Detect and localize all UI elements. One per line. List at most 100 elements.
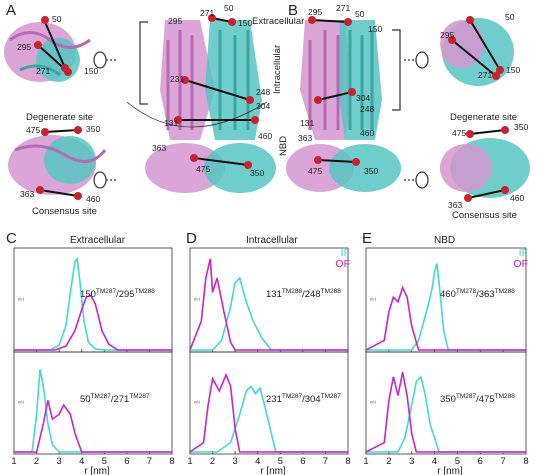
x-tick-label: 7 [500, 456, 505, 467]
residue-label: 50 [224, 3, 234, 13]
series-line-of [365, 371, 526, 453]
x-axis-title: r [nm] [84, 466, 110, 475]
protein-side-view-b [286, 20, 401, 192]
x-axis-title: r [nm] [260, 466, 286, 475]
residue-label: 350 [250, 168, 265, 178]
x-tick-label: 3 [232, 456, 237, 467]
pair-label-e-top: 460TM278/363TM288 [440, 288, 515, 301]
series-line-of [189, 258, 348, 351]
x-tick-label: 7 [147, 456, 152, 467]
x-tick-label: 1 [11, 456, 16, 467]
residue-label: 304 [356, 93, 371, 103]
pair-label-e-bot: 350TM287/475TM288 [440, 393, 515, 406]
x-tick-label: 1 [363, 456, 368, 467]
residue-label: 248 [360, 104, 375, 114]
series-line-of [14, 294, 172, 351]
x-tick-label: 6 [478, 456, 483, 467]
residue-label: 460 [258, 131, 273, 141]
residue-label: 231 [170, 74, 185, 84]
series-line-if [14, 369, 172, 453]
residue-label: 131 [164, 118, 179, 128]
x-tick-label: 6 [300, 456, 305, 467]
legend-if: IF [340, 247, 350, 259]
label-degenerate-site-a: Degenerate site [26, 112, 94, 123]
series-line-of [189, 372, 348, 453]
x-tick-label: 5 [278, 456, 283, 467]
residue-label: 248 [256, 87, 271, 97]
plot-frame [365, 351, 527, 455]
legend-e: IF OF [496, 248, 528, 270]
label-consensus-site-a: Consensus site [32, 206, 97, 217]
plot-frame [189, 351, 349, 455]
y-axis-label: p(r) [18, 296, 25, 301]
y-axis-label: p(r) [18, 399, 25, 404]
residue-label: 150 [506, 65, 521, 75]
rotate-arrow-icon [93, 51, 429, 189]
residue-label: 350 [86, 124, 101, 134]
panel-d-title: Intracellular [246, 235, 298, 246]
x-tick-label: 7 [323, 456, 328, 467]
residue-label: 363 [152, 143, 167, 153]
panel-c-letter: C [6, 230, 17, 247]
label-degenerate-site-b: Degenerate site [450, 112, 518, 123]
x-tick-label: 4 [79, 456, 84, 467]
residue-label: 460 [360, 128, 375, 138]
pair-label-c-top: 150TM287/295TM288 [80, 288, 155, 301]
residue-label: 350 [364, 166, 379, 176]
legend-if: IF [518, 247, 528, 259]
residue-label: 150 [238, 18, 253, 28]
x-tick-label: 2 [210, 456, 215, 467]
x-tick-label: 2 [386, 456, 391, 467]
x-tick-label: 1 [187, 456, 192, 467]
protein-side-view-a [145, 20, 276, 193]
label-consensus-site-b: Consensus site [452, 210, 517, 221]
plot-frame [13, 351, 173, 455]
residue-label: 460 [510, 193, 525, 203]
x-tick-label: 4 [432, 456, 437, 467]
series-line-if [190, 276, 348, 351]
residue-label: 475 [26, 125, 41, 135]
series-line-if [366, 375, 526, 453]
x-tick-label: 8 [523, 456, 528, 467]
residue-markers [34, 14, 509, 202]
label-extracellular: Extracellular [252, 16, 305, 27]
residue-label: 131 [300, 118, 315, 128]
residue-label: 363 [20, 189, 35, 199]
legend-of: OF [513, 258, 528, 270]
y-axis-label: p(r) [370, 399, 377, 404]
panel-c-title: Extracellular [70, 235, 126, 246]
x-tick-label: 5 [102, 456, 107, 467]
legend-of: OF [335, 258, 350, 270]
residue-label: 475 [196, 164, 211, 174]
series-line-if [190, 384, 348, 453]
residue-label: 295 [168, 16, 183, 26]
x-tick-label: 8 [345, 456, 350, 467]
series-line-if [14, 256, 172, 351]
residue-label: 150 [84, 66, 99, 76]
x-tick-label: 4 [255, 456, 260, 467]
residue-label: 475 [308, 166, 323, 176]
residue-label: 271 [36, 66, 51, 76]
pair-label-c-bot: 50TM287/271TM287 [80, 393, 150, 406]
series-line-of [365, 285, 526, 351]
residue-label: 50 [355, 9, 365, 19]
y-axis-label: p(r) [370, 296, 377, 301]
pair-label-d-top: 131TM288/248TM288 [266, 288, 341, 301]
residue-label: 271 [336, 3, 351, 13]
x-tick-label: 3 [409, 456, 414, 467]
structure-illustration [4, 14, 530, 202]
x-axis-title: r [nm] [437, 466, 463, 475]
residue-label: 304 [256, 101, 271, 111]
panel-b-letter: B [288, 2, 299, 19]
panel-e-letter: E [362, 230, 373, 247]
residue-label: 50 [505, 12, 515, 22]
residue-label: 150 [368, 24, 383, 34]
protein-nbd-view-b [440, 138, 530, 198]
residue-pair-lines [37, 17, 506, 199]
x-tick-label: 6 [124, 456, 129, 467]
residue-label: 460 [86, 194, 101, 204]
x-tick-label: 3 [56, 456, 61, 467]
legend-d: IF OF [318, 248, 350, 270]
series-line-of [14, 400, 172, 453]
x-tick-label: 8 [169, 456, 174, 467]
